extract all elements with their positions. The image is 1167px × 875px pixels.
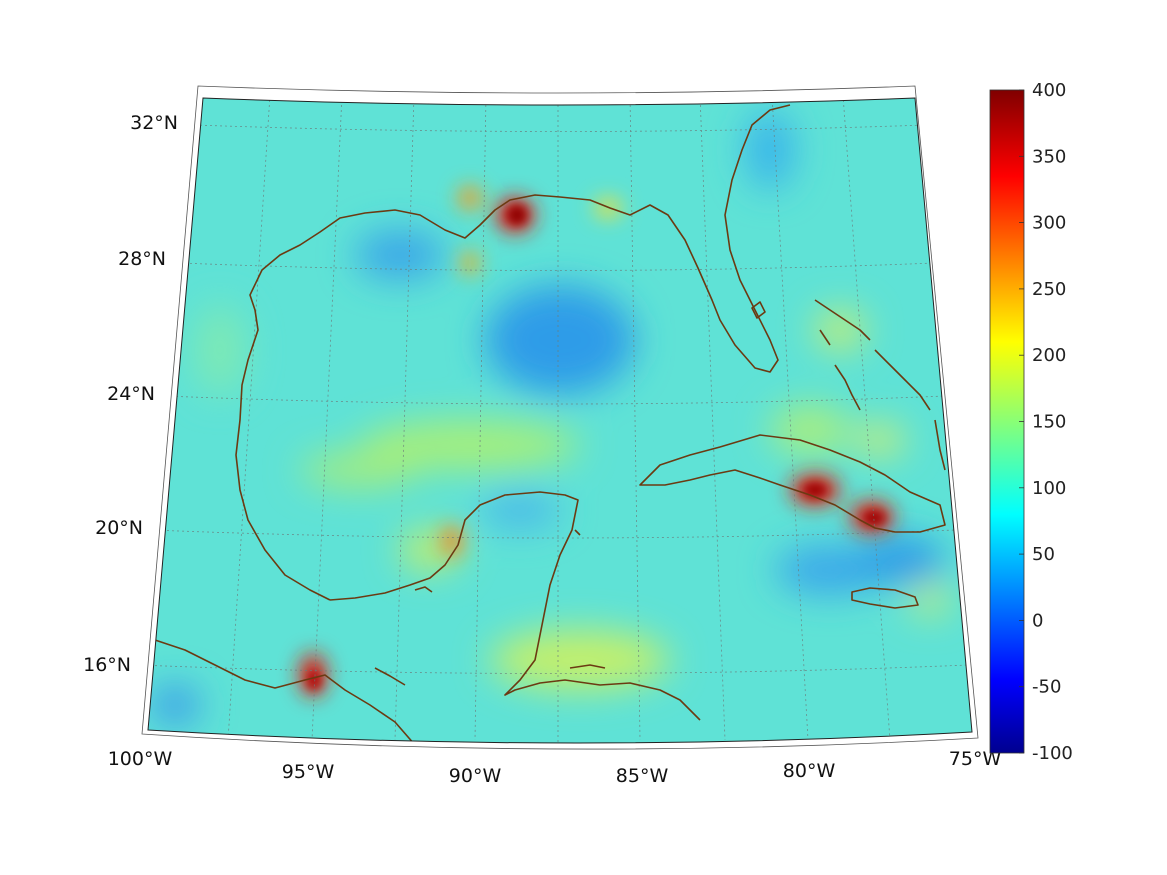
colorbar-tick-label: 250 <box>1032 279 1066 300</box>
colorbar-ticks: 400 350 300 250 200 150 100 50 0 -50 -100 <box>1019 80 1073 764</box>
colorbar-tick-label: -100 <box>1032 743 1073 764</box>
lon-label-100w: 100°W <box>108 748 173 770</box>
lon-label-95w: 95°W <box>282 761 335 783</box>
coastline <box>154 104 946 744</box>
longitude-labels: 100°W 95°W 90°W 85°W 80°W 75°W <box>108 748 1002 787</box>
colorbar-tick-label: 100 <box>1032 478 1066 499</box>
lat-label-32n: 32°N <box>130 112 178 134</box>
colorbar-tick-label: -50 <box>1032 677 1061 698</box>
colorbar-tick-label: 200 <box>1032 345 1066 366</box>
lon-label-90w: 90°W <box>449 765 502 787</box>
map-frame-outer <box>141 85 979 750</box>
lat-label-20n: 20°N <box>95 517 143 539</box>
lon-label-75w: 75°W <box>949 748 1002 770</box>
colorbar-gradient <box>989 89 1025 754</box>
colorbar-tick-label: 0 <box>1032 610 1043 631</box>
colorbar-tick-label: 300 <box>1032 213 1066 234</box>
colorbar-tick-label: 50 <box>1032 544 1055 565</box>
lon-label-80w: 80°W <box>783 760 836 782</box>
map-frame <box>147 97 973 744</box>
lat-label-16n: 16°N <box>83 654 131 676</box>
lat-label-28n: 28°N <box>118 248 166 270</box>
lat-label-24n: 24°N <box>107 383 155 405</box>
lon-label-85w: 85°W <box>616 765 669 787</box>
colorbar-tick-label: 400 <box>1032 80 1066 101</box>
colorbar: 400 350 300 250 200 150 100 50 0 -50 -100 <box>989 80 1073 764</box>
colorbar-tick-label: 350 <box>1032 146 1066 167</box>
latitude-labels: 32°N 28°N 24°N 20°N 16°N <box>83 112 178 676</box>
colorbar-tick-label: 150 <box>1032 412 1066 433</box>
graticule <box>148 98 969 744</box>
data-field <box>148 98 972 744</box>
